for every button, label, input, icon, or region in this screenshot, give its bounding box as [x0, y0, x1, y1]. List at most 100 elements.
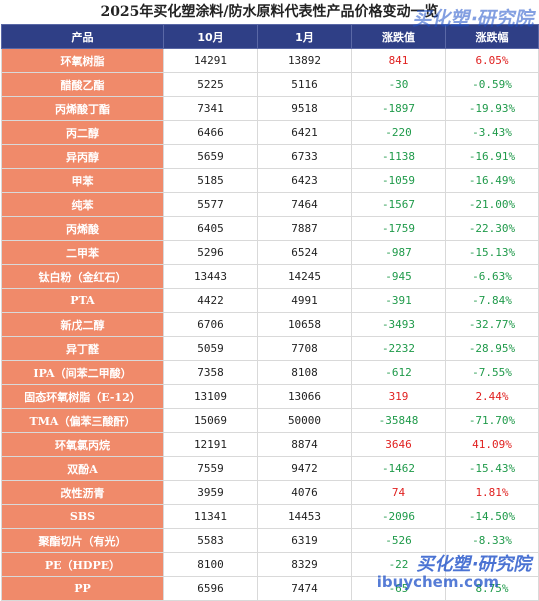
table-row: 异丙醇 5659 6733 -1138 -16.91%	[1, 144, 539, 169]
table-row: 固态环氧树脂（E-12） 13109 13066 319 2.44%	[1, 384, 539, 409]
change-pct	[445, 552, 539, 577]
oct-price: 15069	[163, 408, 258, 433]
table-row: IPA（间苯二甲酸） 7358 8108 -612 -7.55%	[1, 360, 539, 385]
jan-price: 7474	[257, 576, 352, 601]
oct-price: 5577	[163, 192, 258, 217]
oct-price: 5059	[163, 336, 258, 361]
change-pct: -16.91%	[445, 144, 539, 169]
change-pct: -8.33%	[445, 528, 539, 553]
oct-price: 11341	[163, 504, 258, 529]
header-jan: 1月	[257, 24, 352, 49]
product-name: 双酚A	[1, 456, 164, 481]
jan-price: 14453	[257, 504, 352, 529]
change-value: -30	[351, 72, 446, 97]
change-pct: -32.77%	[445, 312, 539, 337]
header-change-pct: 涨跌幅	[445, 24, 539, 49]
oct-price: 4422	[163, 288, 258, 313]
jan-price: 14245	[257, 264, 352, 289]
change-pct: 6.05%	[445, 48, 539, 73]
change-value: -65	[351, 576, 446, 601]
jan-price: 7887	[257, 216, 352, 241]
jan-price: 4076	[257, 480, 352, 505]
product-name: 醋酸乙酯	[1, 72, 164, 97]
header-oct: 10月	[163, 24, 258, 49]
product-name: 固态环氧树脂（E-12）	[1, 384, 164, 409]
product-name: 丙烯酸	[1, 216, 164, 241]
table-row: SBS 11341 14453 -2096 -14.50%	[1, 504, 539, 529]
change-pct: 1.81%	[445, 480, 539, 505]
product-name: 甲苯	[1, 168, 164, 193]
change-pct: 2.44%	[445, 384, 539, 409]
change-value: 319	[351, 384, 446, 409]
change-value: -220	[351, 120, 446, 145]
product-name: 聚酯切片（有光）	[1, 528, 164, 553]
change-value: -22	[351, 552, 446, 577]
oct-price: 7341	[163, 96, 258, 121]
oct-price: 13443	[163, 264, 258, 289]
table-row: 二甲苯 5296 6524 -987 -15.13%	[1, 240, 539, 265]
oct-price: 6706	[163, 312, 258, 337]
price-table: 产品 10月 1月 涨跌值 涨跌幅 环氧树脂 14291 13892 841 6.05%…	[1, 24, 539, 601]
jan-price: 4991	[257, 288, 352, 313]
oct-price: 3959	[163, 480, 258, 505]
change-value: 74	[351, 480, 446, 505]
change-pct: -19.93%	[445, 96, 539, 121]
jan-price: 10658	[257, 312, 352, 337]
oct-price: 5659	[163, 144, 258, 169]
change-pct: -28.95%	[445, 336, 539, 361]
change-value: -945	[351, 264, 446, 289]
table-row: TMA（偏苯三酸酐） 15069 50000 -35848 -71.70%	[1, 408, 539, 433]
jan-price: 8108	[257, 360, 352, 385]
jan-price: 6423	[257, 168, 352, 193]
change-pct: -22.30%	[445, 216, 539, 241]
table-row: 醋酸乙酯 5225 5116 -30 -0.59%	[1, 72, 539, 97]
table-row: 丙二醇 6466 6421 -220 -3.43%	[1, 120, 539, 145]
table-row: 丙烯酸丁酯 7341 9518 -1897 -19.93%	[1, 96, 539, 121]
jan-price: 13066	[257, 384, 352, 409]
product-name: TMA（偏苯三酸酐）	[1, 408, 164, 433]
table-row: 改性沥青 3959 4076 74 1.81%	[1, 480, 539, 505]
jan-price: 6524	[257, 240, 352, 265]
change-pct: -15.43%	[445, 456, 539, 481]
product-name: 环氧氯丙烷	[1, 432, 164, 457]
change-value: -35848	[351, 408, 446, 433]
change-value: -1897	[351, 96, 446, 121]
change-value: -1759	[351, 216, 446, 241]
oct-price: 13109	[163, 384, 258, 409]
jan-price: 7464	[257, 192, 352, 217]
table-row: PP 6596 7474 -65 8.75%	[1, 576, 539, 601]
change-pct: -3.43%	[445, 120, 539, 145]
change-value: 841	[351, 48, 446, 73]
oct-price: 6596	[163, 576, 258, 601]
change-pct: -71.70%	[445, 408, 539, 433]
change-value: -391	[351, 288, 446, 313]
product-name: 环氧树脂	[1, 48, 164, 73]
oct-price: 6405	[163, 216, 258, 241]
change-value: -1059	[351, 168, 446, 193]
jan-price: 6421	[257, 120, 352, 145]
change-value: -1567	[351, 192, 446, 217]
change-pct: -0.59%	[445, 72, 539, 97]
product-name: IPA（间苯二甲酸）	[1, 360, 164, 385]
product-name: SBS	[1, 504, 164, 529]
change-pct: -16.49%	[445, 168, 539, 193]
table-row: 甲苯 5185 6423 -1059 -16.49%	[1, 168, 539, 193]
jan-price: 9518	[257, 96, 352, 121]
change-value: -987	[351, 240, 446, 265]
change-pct: 41.09%	[445, 432, 539, 457]
oct-price: 5296	[163, 240, 258, 265]
table-row: PE（HDPE） 8100 8329 -22	[1, 552, 539, 577]
change-value: -526	[351, 528, 446, 553]
product-name: 二甲苯	[1, 240, 164, 265]
jan-price: 5116	[257, 72, 352, 97]
jan-price: 7708	[257, 336, 352, 361]
product-name: 钛白粉（金红石）	[1, 264, 164, 289]
header-product: 产品	[1, 24, 164, 49]
jan-price: 6733	[257, 144, 352, 169]
product-name: 改性沥青	[1, 480, 164, 505]
table-row: 异丁醛 5059 7708 -2232 -28.95%	[1, 336, 539, 361]
change-pct: -7.84%	[445, 288, 539, 313]
jan-price: 8874	[257, 432, 352, 457]
change-value: -1138	[351, 144, 446, 169]
change-pct: -6.63%	[445, 264, 539, 289]
